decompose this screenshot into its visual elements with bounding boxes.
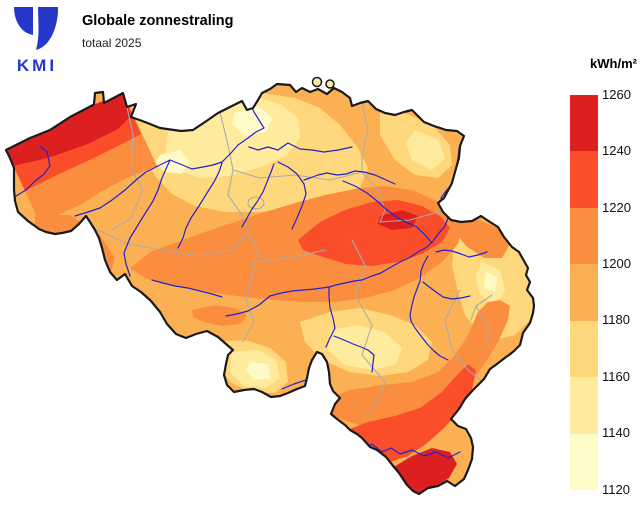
river-demer — [303, 170, 396, 185]
river-nete — [248, 142, 353, 153]
river-haine — [151, 279, 223, 298]
legend-colorbar — [570, 95, 598, 490]
kmi-logo-text: KMI — [16, 56, 58, 75]
river-ambleve — [422, 281, 471, 300]
river-yser — [15, 145, 51, 197]
kmi-logo-icon — [14, 7, 58, 50]
legend-tick: 1220 — [602, 200, 631, 215]
legend-tick: 1180 — [602, 312, 630, 327]
legend-tick: 1240 — [602, 143, 631, 158]
legend-tick: 1260 — [602, 87, 631, 102]
river-zenne — [241, 163, 275, 228]
baarle-enclaves — [311, 76, 335, 89]
legend-band-1120-1140 — [570, 433, 598, 490]
river-dender — [177, 162, 223, 249]
legend-tick: 1200 — [602, 256, 631, 271]
legend-band-1200-1220 — [570, 207, 598, 265]
river-schelde — [123, 103, 265, 277]
rivers — [15, 103, 488, 459]
legend-band-1180-1200 — [570, 264, 598, 321]
river-vesdre — [435, 249, 488, 258]
legend-band-1140-1160 — [570, 377, 598, 434]
river-ourthe — [409, 255, 449, 361]
river-sambre — [225, 286, 330, 317]
legend-tick: 1160 — [602, 369, 630, 384]
legend-band-1220-1240 — [570, 151, 598, 208]
albert-canal — [342, 180, 433, 244]
contour-band-1240-1260 — [6, 93, 457, 494]
kmi-logo: KMI — [8, 5, 66, 74]
map-subtitle: totaal 2025 — [82, 36, 142, 50]
legend-band-1160-1180 — [570, 320, 598, 378]
river-leie — [74, 159, 171, 217]
contour-band-1120-1140 — [155, 106, 497, 380]
river-dijle — [277, 161, 307, 230]
legend-unit-label: kWh/m² — [590, 56, 637, 71]
legend-tick: 1140 — [602, 425, 630, 440]
map-title: Globale zonnestraling — [82, 13, 234, 29]
river-lesse — [333, 335, 375, 373]
legend-tick: 1120 — [602, 482, 630, 497]
legend-band-1240-1260 — [570, 95, 598, 152]
